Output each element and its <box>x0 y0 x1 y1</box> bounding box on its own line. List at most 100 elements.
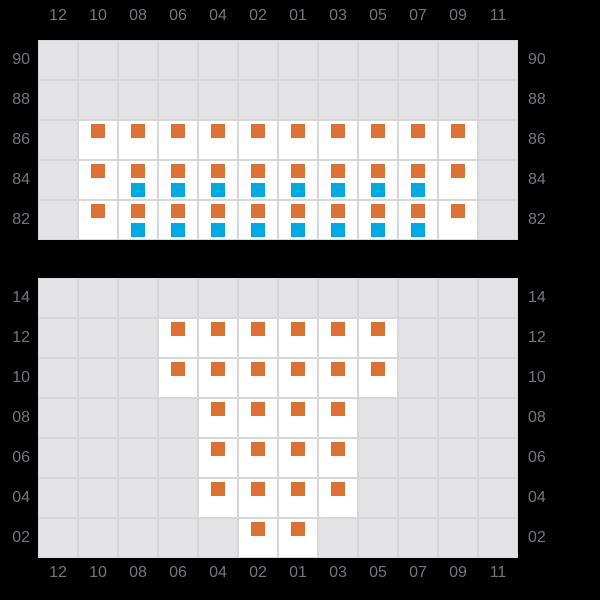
grid-cell-12-05[interactable] <box>359 319 397 357</box>
grid-cell-82-08[interactable] <box>119 201 157 239</box>
grid-cell-14-11[interactable] <box>479 279 517 317</box>
grid-cell-12-10[interactable] <box>79 319 117 357</box>
grid-cell-90-05[interactable] <box>359 41 397 79</box>
grid-cell-84-03[interactable] <box>319 161 357 199</box>
grid-cell-06-12[interactable] <box>39 439 77 477</box>
grid-cell-12-04[interactable] <box>199 319 237 357</box>
grid-cell-90-01[interactable] <box>279 41 317 79</box>
grid-cell-02-08[interactable] <box>119 519 157 557</box>
grid-cell-10-03[interactable] <box>319 359 357 397</box>
grid-cell-90-08[interactable] <box>119 41 157 79</box>
grid-cell-02-06[interactable] <box>159 519 197 557</box>
grid-cell-84-07[interactable] <box>399 161 437 199</box>
grid-cell-86-01[interactable] <box>279 121 317 159</box>
grid-cell-14-10[interactable] <box>79 279 117 317</box>
grid-cell-10-08[interactable] <box>119 359 157 397</box>
grid-cell-88-02[interactable] <box>239 81 277 119</box>
grid-cell-10-06[interactable] <box>159 359 197 397</box>
grid-cell-02-11[interactable] <box>479 519 517 557</box>
grid-cell-04-04[interactable] <box>199 479 237 517</box>
grid-cell-12-07[interactable] <box>399 319 437 357</box>
grid-cell-02-12[interactable] <box>39 519 77 557</box>
grid-cell-08-10[interactable] <box>79 399 117 437</box>
grid-cell-88-12[interactable] <box>39 81 77 119</box>
grid-cell-88-09[interactable] <box>439 81 477 119</box>
grid-cell-82-01[interactable] <box>279 201 317 239</box>
grid-cell-82-10[interactable] <box>79 201 117 239</box>
grid-cell-04-12[interactable] <box>39 479 77 517</box>
grid-cell-12-02[interactable] <box>239 319 277 357</box>
grid-cell-90-06[interactable] <box>159 41 197 79</box>
grid-cell-10-07[interactable] <box>399 359 437 397</box>
grid-cell-06-11[interactable] <box>479 439 517 477</box>
grid-cell-86-02[interactable] <box>239 121 277 159</box>
grid-cell-84-06[interactable] <box>159 161 197 199</box>
grid-cell-84-08[interactable] <box>119 161 157 199</box>
grid-cell-12-06[interactable] <box>159 319 197 357</box>
grid-cell-14-03[interactable] <box>319 279 357 317</box>
grid-cell-86-09[interactable] <box>439 121 477 159</box>
grid-cell-14-02[interactable] <box>239 279 277 317</box>
grid-cell-14-05[interactable] <box>359 279 397 317</box>
grid-cell-04-09[interactable] <box>439 479 477 517</box>
grid-cell-14-12[interactable] <box>39 279 77 317</box>
grid-cell-12-11[interactable] <box>479 319 517 357</box>
grid-cell-08-11[interactable] <box>479 399 517 437</box>
grid-cell-10-09[interactable] <box>439 359 477 397</box>
grid-cell-86-05[interactable] <box>359 121 397 159</box>
grid-cell-06-08[interactable] <box>119 439 157 477</box>
grid-cell-82-07[interactable] <box>399 201 437 239</box>
grid-cell-86-03[interactable] <box>319 121 357 159</box>
grid-cell-84-12[interactable] <box>39 161 77 199</box>
grid-cell-04-02[interactable] <box>239 479 277 517</box>
grid-cell-08-08[interactable] <box>119 399 157 437</box>
grid-cell-10-05[interactable] <box>359 359 397 397</box>
grid-cell-02-05[interactable] <box>359 519 397 557</box>
grid-cell-14-04[interactable] <box>199 279 237 317</box>
grid-cell-08-04[interactable] <box>199 399 237 437</box>
grid-cell-88-11[interactable] <box>479 81 517 119</box>
grid-cell-10-04[interactable] <box>199 359 237 397</box>
grid-cell-82-11[interactable] <box>479 201 517 239</box>
grid-cell-90-09[interactable] <box>439 41 477 79</box>
grid-cell-82-09[interactable] <box>439 201 477 239</box>
grid-cell-04-01[interactable] <box>279 479 317 517</box>
grid-cell-82-04[interactable] <box>199 201 237 239</box>
grid-cell-88-04[interactable] <box>199 81 237 119</box>
grid-cell-84-02[interactable] <box>239 161 277 199</box>
grid-cell-02-02[interactable] <box>239 519 277 557</box>
grid-cell-10-10[interactable] <box>79 359 117 397</box>
grid-cell-06-06[interactable] <box>159 439 197 477</box>
grid-cell-88-03[interactable] <box>319 81 357 119</box>
grid-cell-08-12[interactable] <box>39 399 77 437</box>
grid-cell-04-06[interactable] <box>159 479 197 517</box>
grid-cell-10-01[interactable] <box>279 359 317 397</box>
grid-cell-06-05[interactable] <box>359 439 397 477</box>
grid-cell-02-07[interactable] <box>399 519 437 557</box>
grid-cell-02-10[interactable] <box>79 519 117 557</box>
grid-cell-12-12[interactable] <box>39 319 77 357</box>
grid-cell-08-09[interactable] <box>439 399 477 437</box>
grid-cell-02-03[interactable] <box>319 519 357 557</box>
grid-cell-90-07[interactable] <box>399 41 437 79</box>
grid-cell-88-01[interactable] <box>279 81 317 119</box>
grid-cell-82-03[interactable] <box>319 201 357 239</box>
grid-cell-14-08[interactable] <box>119 279 157 317</box>
grid-cell-84-04[interactable] <box>199 161 237 199</box>
grid-cell-08-02[interactable] <box>239 399 277 437</box>
grid-cell-06-01[interactable] <box>279 439 317 477</box>
grid-cell-02-04[interactable] <box>199 519 237 557</box>
grid-cell-90-10[interactable] <box>79 41 117 79</box>
grid-cell-02-09[interactable] <box>439 519 477 557</box>
grid-cell-12-01[interactable] <box>279 319 317 357</box>
grid-cell-84-09[interactable] <box>439 161 477 199</box>
grid-cell-86-12[interactable] <box>39 121 77 159</box>
grid-cell-06-03[interactable] <box>319 439 357 477</box>
grid-cell-08-05[interactable] <box>359 399 397 437</box>
grid-cell-88-08[interactable] <box>119 81 157 119</box>
grid-cell-82-06[interactable] <box>159 201 197 239</box>
grid-cell-86-06[interactable] <box>159 121 197 159</box>
grid-cell-86-11[interactable] <box>479 121 517 159</box>
grid-cell-84-11[interactable] <box>479 161 517 199</box>
grid-cell-14-07[interactable] <box>399 279 437 317</box>
